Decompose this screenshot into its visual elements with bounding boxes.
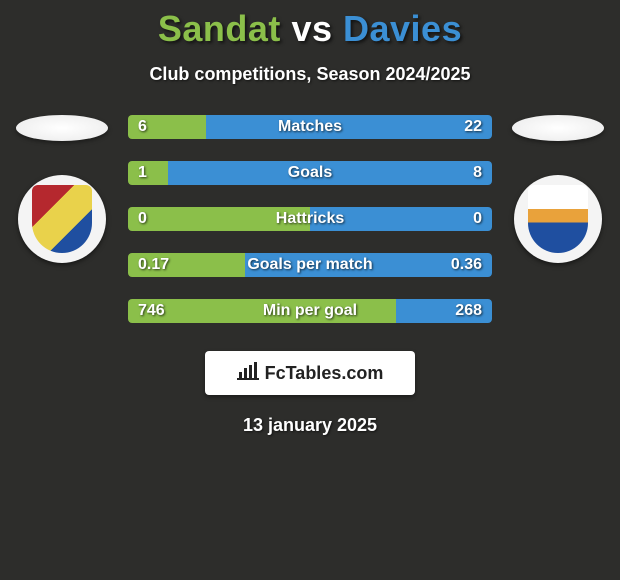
stat-value-right: 268 — [455, 302, 482, 320]
stat-label: Hattricks — [276, 210, 344, 228]
stat-value-right: 0 — [473, 210, 482, 228]
stat-row: 0 0 Hattricks — [128, 207, 492, 231]
source-logo-box: FcTables.com — [205, 351, 415, 395]
stat-value-left: 1 — [138, 164, 147, 182]
stat-value-left: 746 — [138, 302, 165, 320]
player2-photo — [512, 115, 604, 141]
title-player1: Sandat — [158, 8, 281, 49]
chart-icon — [237, 362, 259, 385]
player2-crest — [514, 175, 602, 263]
stat-label: Min per goal — [263, 302, 357, 320]
main-area: 6 22 Matches 1 8 Goals 0 0 Hattricks 0.17 0.36 Goal… — [0, 115, 620, 323]
stat-value-right: 0.36 — [451, 256, 482, 274]
right-side — [508, 115, 608, 263]
stat-bar-left — [128, 161, 168, 185]
date: 13 january 2025 — [0, 415, 620, 436]
source-logo-text: FcTables.com — [265, 363, 384, 384]
stat-value-right: 8 — [473, 164, 482, 182]
title-player2: Davies — [343, 8, 462, 49]
stat-value-left: 6 — [138, 118, 147, 136]
player2-crest-shield — [528, 185, 588, 253]
stat-value-left: 0.17 — [138, 256, 169, 274]
stat-row: 0.17 0.36 Goals per match — [128, 253, 492, 277]
stats-bars: 6 22 Matches 1 8 Goals 0 0 Hattricks 0.17 0.36 Goal… — [112, 115, 508, 323]
stat-row: 746 268 Min per goal — [128, 299, 492, 323]
left-side — [12, 115, 112, 263]
stat-label: Matches — [278, 118, 342, 136]
stat-value-left: 0 — [138, 210, 147, 228]
stat-label: Goals per match — [247, 256, 372, 274]
stat-bar-right — [206, 115, 492, 139]
player1-photo — [16, 115, 108, 141]
subtitle: Club competitions, Season 2024/2025 — [0, 64, 620, 85]
player1-crest — [18, 175, 106, 263]
comparison-title: Sandat vs Davies — [0, 0, 620, 50]
stat-row: 6 22 Matches — [128, 115, 492, 139]
stat-label: Goals — [288, 164, 332, 182]
player1-crest-shield — [32, 185, 92, 253]
stat-row: 1 8 Goals — [128, 161, 492, 185]
title-vs: vs — [291, 8, 332, 49]
stat-value-right: 22 — [464, 118, 482, 136]
